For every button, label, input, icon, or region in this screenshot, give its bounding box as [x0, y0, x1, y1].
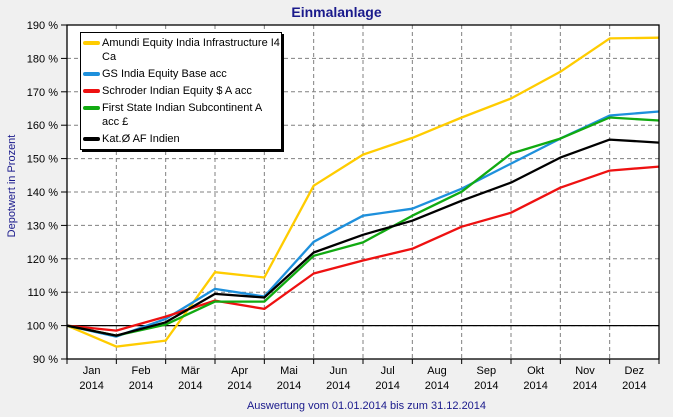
legend-item: GS India Equity Base acc: [81, 67, 281, 81]
x-tick-label-month: Mai: [280, 365, 298, 377]
y-tick-label: 190 %: [27, 20, 58, 32]
x-tick-label-year: 2014: [326, 380, 350, 392]
y-tick-label: 110 %: [28, 287, 59, 299]
series-line-3: [66, 116, 660, 337]
chart-title: Einmalanlage: [291, 4, 382, 20]
y-tick-label: 120 %: [27, 254, 58, 266]
x-tick-label-year: 2014: [79, 380, 103, 392]
legend-item: First State Indian Subcontinent A acc £: [81, 101, 281, 129]
x-tick-label-month: Jul: [381, 365, 395, 377]
x-tick-label-year: 2014: [474, 380, 498, 392]
y-tick-label: 160 %: [27, 120, 58, 132]
x-tick-label-month: Sep: [477, 365, 497, 377]
y-axis-label: Depotwert in Prozent: [6, 134, 18, 238]
y-tick-label: 90 %: [33, 354, 58, 366]
legend-item: Schroder Indian Equity $ A acc: [81, 84, 281, 98]
y-tick-label: 170 %: [27, 87, 58, 99]
legend-swatch: [83, 137, 100, 141]
series-line-4: [66, 138, 660, 337]
x-tick-label-month: Jun: [329, 365, 347, 377]
legend-label: acc £: [102, 116, 129, 128]
x-tick-label-month: Okt: [527, 365, 544, 377]
y-tick-label: 100 %: [27, 321, 58, 333]
x-tick-label-year: 2014: [425, 380, 449, 392]
legend-label: Kat.Ø AF Indien: [102, 133, 180, 145]
legend-label: GS India Equity Base acc: [102, 68, 227, 80]
legend-swatch: [83, 89, 100, 93]
x-tick-label-year: 2014: [523, 380, 547, 392]
legend-label: Amundi Equity India Infrastructure I4: [102, 37, 280, 49]
legend-swatch: [83, 41, 100, 45]
x-tick-label-month: Nov: [575, 365, 595, 377]
x-tick-label-month: Apr: [231, 365, 248, 377]
x-tick-label-month: Jan: [83, 365, 101, 377]
x-tick-label-month: Mär: [181, 365, 200, 377]
y-tick-label: 140 %: [27, 187, 58, 199]
x-axis-label: Auswertung vom 01.01.2014 bis zum 31.12.…: [246, 400, 487, 412]
legend: Amundi Equity India Infrastructure I4 Ca G…: [80, 32, 282, 150]
y-tick-label: 180 %: [27, 53, 58, 65]
legend-swatch: [83, 106, 100, 110]
legend-label: Ca: [102, 51, 117, 63]
legend-swatch: [83, 72, 100, 76]
legend-label: Schroder Indian Equity $ A acc: [102, 85, 252, 97]
legend-label: First State Indian Subcontinent A: [102, 102, 263, 114]
x-tick-label-year: 2014: [178, 380, 202, 392]
x-tick-label-year: 2014: [573, 380, 597, 392]
legend-item: Amundi Equity India Infrastructure I4 Ca: [81, 36, 281, 64]
x-tick-label-year: 2014: [375, 380, 399, 392]
legend-item: Kat.Ø AF Indien: [81, 132, 281, 146]
series-line-2: [66, 165, 660, 332]
x-tick-label-year: 2014: [277, 380, 301, 392]
y-tick-label: 130 %: [27, 220, 58, 232]
x-tick-label-month: Feb: [132, 365, 151, 377]
x-tick-label-year: 2014: [227, 380, 251, 392]
x-tick-label-month: Aug: [427, 365, 447, 377]
x-tick-label-month: Dez: [625, 365, 645, 377]
x-tick-label-year: 2014: [622, 380, 646, 392]
x-tick-label-year: 2014: [129, 380, 153, 392]
plot-border: [66, 24, 660, 360]
y-tick-label: 150 %: [27, 154, 58, 166]
